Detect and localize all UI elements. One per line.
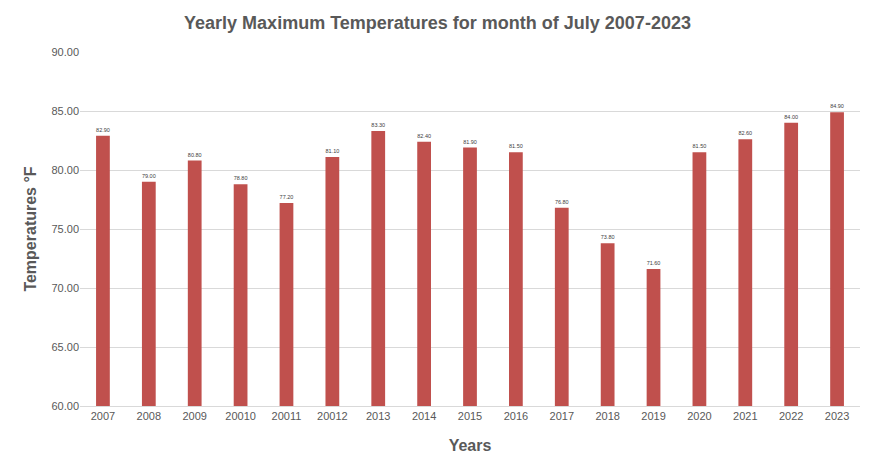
svg-text:82.60: 82.60 xyxy=(738,130,752,136)
svg-text:2018: 2018 xyxy=(595,410,619,422)
svg-text:77.20: 77.20 xyxy=(280,194,294,200)
svg-text:84.00: 84.00 xyxy=(784,114,798,120)
svg-text:2009: 2009 xyxy=(182,410,206,422)
svg-text:2013: 2013 xyxy=(366,410,390,422)
svg-text:78.80: 78.80 xyxy=(234,175,248,181)
svg-text:2019: 2019 xyxy=(641,410,665,422)
svg-text:90.00: 90.00 xyxy=(51,46,79,58)
svg-text:2008: 2008 xyxy=(137,410,161,422)
svg-text:76.80: 76.80 xyxy=(555,199,569,205)
svg-text:Yearly Maximum Temperatures fo: Yearly Maximum Temperatures for month of… xyxy=(184,13,691,33)
svg-text:2021: 2021 xyxy=(733,410,757,422)
svg-text:81.10: 81.10 xyxy=(325,148,339,154)
svg-text:2016: 2016 xyxy=(504,410,528,422)
svg-text:2017: 2017 xyxy=(550,410,574,422)
svg-text:20012: 20012 xyxy=(317,410,348,422)
svg-text:80.80: 80.80 xyxy=(188,152,202,158)
svg-text:84.90: 84.90 xyxy=(830,103,844,109)
svg-text:73.80: 73.80 xyxy=(601,234,615,240)
svg-text:79.00: 79.00 xyxy=(142,173,156,179)
svg-text:81.90: 81.90 xyxy=(463,139,477,145)
svg-text:2020: 2020 xyxy=(687,410,711,422)
svg-text:82.40: 82.40 xyxy=(417,133,431,139)
svg-text:20011: 20011 xyxy=(272,410,302,422)
svg-text:81.50: 81.50 xyxy=(693,143,707,149)
svg-text:85.00: 85.00 xyxy=(51,105,79,117)
svg-text:2015: 2015 xyxy=(458,410,482,422)
svg-text:60.00: 60.00 xyxy=(51,400,79,412)
svg-text:70.00: 70.00 xyxy=(51,282,79,294)
svg-text:Years: Years xyxy=(449,437,492,454)
svg-text:65.00: 65.00 xyxy=(51,341,79,353)
svg-text:2014: 2014 xyxy=(412,410,436,422)
svg-text:Temperatures °F: Temperatures °F xyxy=(22,166,39,291)
svg-text:83.30: 83.30 xyxy=(371,122,385,128)
svg-text:82.90: 82.90 xyxy=(96,127,110,133)
svg-text:75.00: 75.00 xyxy=(51,223,79,235)
svg-text:2007: 2007 xyxy=(91,410,115,422)
svg-text:71.60: 71.60 xyxy=(647,260,661,266)
svg-text:80.00: 80.00 xyxy=(51,164,79,176)
svg-text:2023: 2023 xyxy=(825,410,849,422)
svg-text:2022: 2022 xyxy=(779,410,803,422)
svg-text:20010: 20010 xyxy=(225,410,256,422)
svg-text:81.50: 81.50 xyxy=(509,143,523,149)
